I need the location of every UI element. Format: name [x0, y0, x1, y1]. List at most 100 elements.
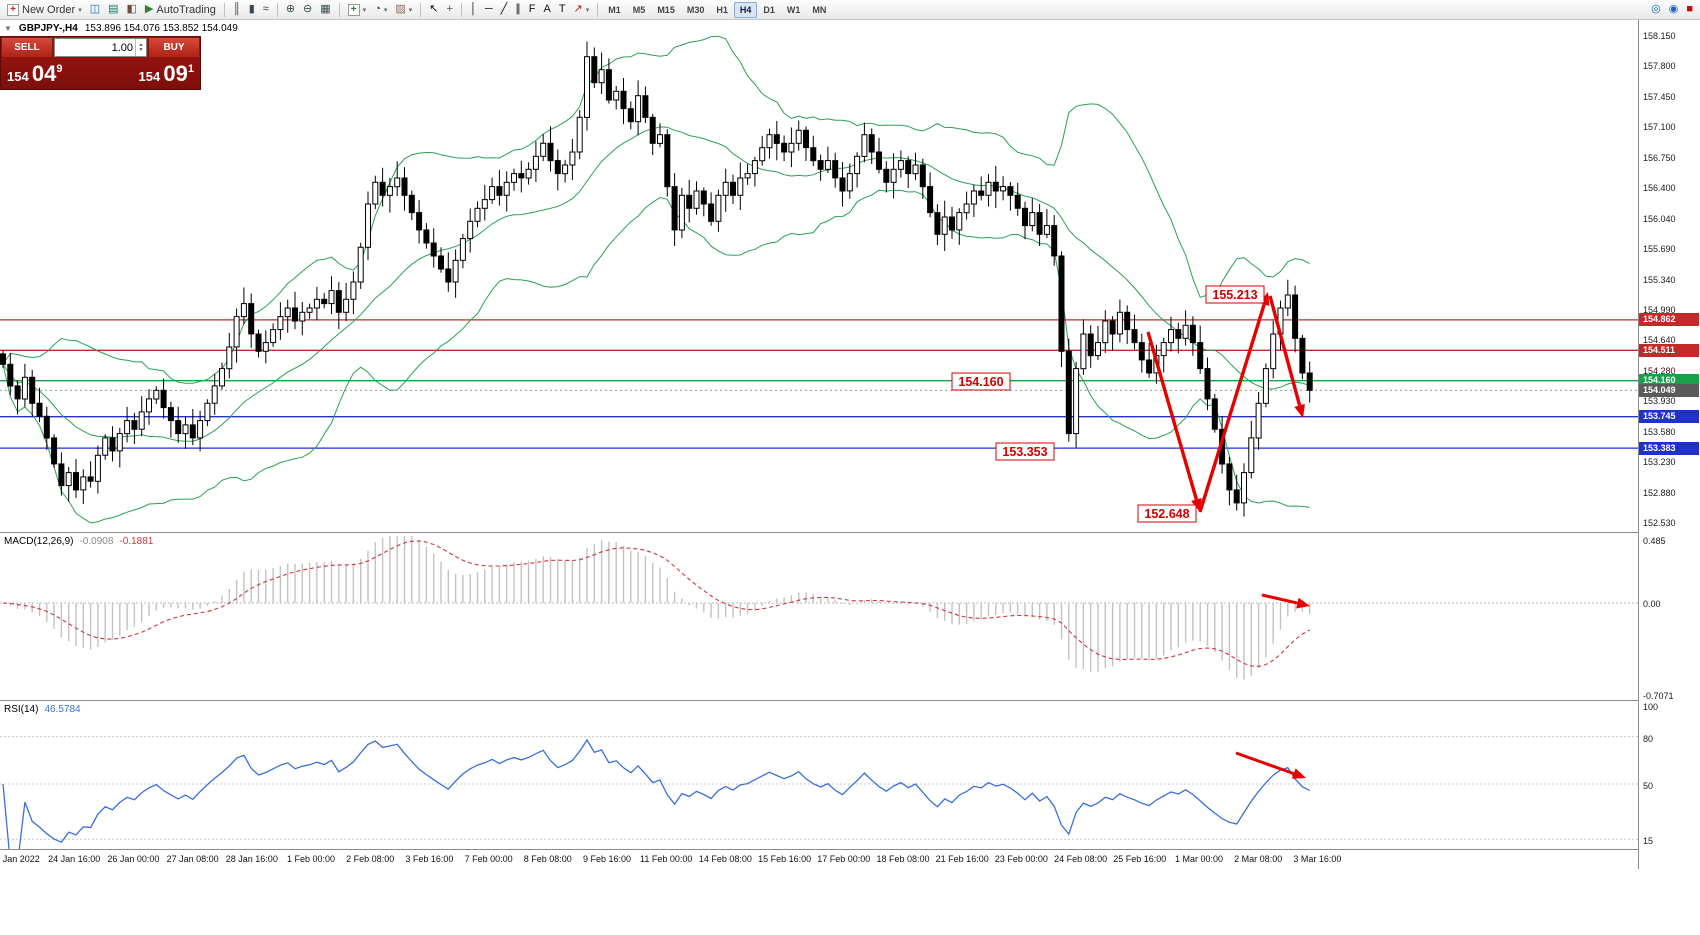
price-axis[interactable]: 158.150 157.800 157.450 157.100 156.750 156.4… — [1638, 20, 1700, 869]
alert-icon[interactable]: ■ — [1682, 1, 1697, 18]
navigator-icon[interactable]: ◧ — [123, 1, 141, 18]
line-chart-icon[interactable]: ≈ — [259, 1, 273, 18]
data-window-icon[interactable]: ▤ — [104, 1, 122, 18]
text-label-icon[interactable]: T — [555, 1, 570, 18]
axis-tick: 100 — [1643, 702, 1659, 712]
timeframe-MN[interactable]: MN — [812, 4, 827, 15]
candles[interactable] — [0, 41, 1313, 517]
price-callout[interactable]: 152.648 — [1137, 504, 1197, 523]
market-watch-icon[interactable]: ◫ — [86, 1, 104, 18]
price-callout[interactable]: 154.160 — [951, 372, 1011, 391]
fibonacci-icon-glyph: F — [528, 3, 536, 15]
timeframe-W1[interactable]: W1 — [786, 4, 801, 15]
sell-price: 154 049 — [7, 60, 63, 86]
axis-tick: 50 — [1643, 781, 1654, 791]
time-axis-label: 3 Feb 16:00 — [405, 854, 454, 864]
timeframe-M30[interactable]: M30 — [686, 4, 705, 15]
svg-text:155.213: 155.213 — [1212, 288, 1257, 302]
timeframe-H4[interactable]: H4 — [733, 1, 758, 18]
macd-arrow[interactable] — [1261, 593, 1310, 609]
quotes-icon[interactable]: ◉ — [1665, 1, 1683, 18]
main-chart-svg[interactable]: 155.213 154.160 153.353 152.648 — [0, 20, 1638, 533]
chevron-down-icon: ▾ — [383, 6, 388, 14]
indicators-icon[interactable]: + ▾ — [344, 1, 371, 18]
macd-label: MACD(12,26,9) -0.0908 -0.1881 — [4, 536, 154, 547]
trendline-icon[interactable]: ╱ — [497, 1, 512, 18]
alert-icon-glyph: ■ — [1686, 3, 1693, 15]
chart-search-icon[interactable]: ◎ — [1647, 1, 1665, 18]
time-axis-label: 1 Mar 00:00 — [1174, 854, 1224, 864]
axis-tick: 156.750 — [1643, 152, 1676, 163]
rsi-arrow[interactable] — [1235, 751, 1306, 779]
time-axis-label: 23 Feb 00:00 — [994, 854, 1048, 864]
time-axis-label: 2 Mar 08:00 — [1234, 854, 1283, 864]
time-axis[interactable]: 21 Jan 2022 24 Jan 16:00 26 Jan 00:00 27 Ja… — [0, 850, 1638, 869]
rsi-chart-svg[interactable] — [0, 701, 1638, 850]
timeframe-H1[interactable]: H1 — [716, 4, 728, 15]
time-axis-label: 2 Feb 08:00 — [346, 854, 395, 864]
timeframe-M5[interactable]: M5 — [632, 4, 646, 15]
trend-arrow[interactable] — [1268, 295, 1305, 418]
horizontal-line-icon-glyph: ─ — [484, 3, 493, 15]
buy-button[interactable]: BUY — [148, 37, 200, 58]
periods-icon-glyph: ◔ — [374, 3, 381, 15]
fibonacci-icon[interactable]: F — [525, 1, 540, 18]
axis-tick: 155.690 — [1643, 244, 1676, 255]
main-chart-panel[interactable]: 155.213 154.160 153.353 152.648 ▼ GBPJPY-,H… — [0, 20, 1638, 533]
macd-panel[interactable]: MACD(12,26,9) -0.0908 -0.1881 — [0, 533, 1638, 701]
crosshair-icon[interactable]: + — [443, 1, 457, 18]
candlestick-chart-icon-glyph: ▮ — [248, 3, 255, 15]
new-order-glyph: + — [7, 3, 19, 16]
collapse-panel-icon[interactable]: ▼ — [4, 24, 12, 33]
timeframe-M1[interactable]: M1 — [608, 4, 621, 15]
cursor-icon[interactable]: ↖ — [425, 1, 442, 18]
macd-chart-svg[interactable] — [0, 533, 1638, 701]
volume-spinner[interactable]: ▲ ▼ — [135, 39, 146, 56]
zoom-out-icon[interactable]: ⊖ — [299, 1, 316, 18]
time-axis-label: 9 Feb 16:00 — [582, 854, 632, 864]
axis-tick: 0.485 — [1643, 535, 1666, 546]
horizontal-line-icon[interactable]: ─ — [481, 1, 497, 18]
time-axis-label: 18 Feb 08:00 — [876, 854, 930, 864]
equidistant-channel-icon-glyph: ∥ — [515, 3, 521, 15]
chevron-down-icon: ▾ — [585, 6, 590, 14]
spinner-up-icon[interactable]: ▲ — [138, 41, 144, 48]
cursor-icon-glyph: ↖ — [429, 3, 439, 15]
candlestick-chart-icon[interactable]: ▮ — [245, 1, 259, 18]
tile-windows-icon[interactable]: ▦ — [316, 1, 334, 18]
chart-column: 155.213 154.160 153.353 152.648 ▼ GBPJPY-,H… — [0, 20, 1638, 869]
templates-icon[interactable]: ▨ ▾ — [391, 1, 416, 18]
timeframe-D1[interactable]: D1 — [763, 4, 775, 15]
time-axis-label: 11 Feb 00:00 — [640, 854, 693, 864]
ohlc-values: 153.896 154.076 153.852 154.049 — [84, 23, 238, 34]
new-order-button[interactable]: + New Order ▾ — [3, 1, 86, 18]
zoom-in-icon-glyph: ⊕ — [285, 3, 296, 15]
rsi-panel[interactable]: RSI(14) 46.5784 — [0, 701, 1638, 850]
axis-tick: 154.280 — [1643, 365, 1676, 376]
bar-chart-icon[interactable]: ║ — [229, 1, 245, 18]
zoom-in-icon[interactable]: ⊕ — [282, 1, 299, 18]
equidistant-channel-icon[interactable]: ∥ — [511, 1, 525, 18]
time-axis-label: 3 Mar 16:00 — [1293, 854, 1342, 864]
timeframe-M15[interactable]: M15 — [657, 4, 675, 15]
vertical-line-icon[interactable]: │ — [466, 1, 481, 18]
arrows-icon[interactable]: ↗ ▾ — [570, 1, 594, 18]
price-callout[interactable]: 155.213 — [1205, 285, 1265, 304]
volume-input[interactable] — [55, 41, 135, 54]
sell-button[interactable]: SELL — [1, 37, 53, 58]
autotrading-button[interactable]: ▶ AutoTrading — [141, 1, 220, 18]
tile-windows-icon-glyph: ▦ — [320, 3, 331, 15]
text-icon-glyph: A — [543, 3, 551, 15]
axis-tick: 157.450 — [1643, 91, 1676, 102]
spinner-down-icon[interactable]: ▼ — [138, 46, 144, 53]
text-icon[interactable]: A — [539, 1, 554, 18]
toolbar-separator — [460, 2, 462, 17]
rsi-line — [2, 738, 1310, 849]
price-callout[interactable]: 153.353 — [995, 442, 1055, 461]
price-tag: 154.049 — [1639, 383, 1699, 397]
time-axis-label: 21 Feb 16:00 — [935, 854, 989, 864]
periods-icon[interactable]: ◔ ▾ — [370, 1, 391, 18]
trend-arrow[interactable] — [1146, 331, 1202, 512]
zoom-out-icon-glyph: ⊖ — [303, 3, 313, 15]
rsi-label: RSI(14) 46.5784 — [4, 704, 81, 715]
